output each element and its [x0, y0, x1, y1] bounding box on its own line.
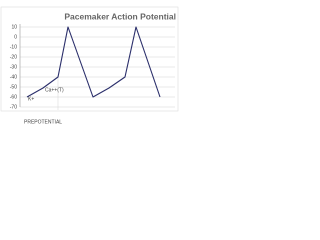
- y-tick-label: -10: [10, 44, 17, 50]
- page: Pacemaker Action Potential PREPOTENTIAL …: [0, 6, 179, 126]
- plot-frame: [0, 6, 179, 112]
- y-tick-label: -60: [10, 94, 17, 100]
- y-tick-label: -70: [10, 104, 17, 110]
- y-tick-label: -50: [10, 84, 17, 90]
- chart: Pacemaker Action Potential PREPOTENTIAL …: [0, 6, 179, 125]
- x-axis-label: PREPOTENTIAL: [24, 119, 62, 125]
- chart-title: Pacemaker Action Potential: [64, 11, 176, 21]
- y-tick-label: -30: [10, 64, 17, 70]
- y-tick-label: -40: [10, 74, 17, 80]
- y-tick-label: 10: [11, 24, 17, 30]
- y-tick-label: 0: [14, 34, 17, 40]
- y-tick-label: -20: [10, 54, 17, 60]
- data-line: [26, 26, 161, 98]
- annotation: Ca++(T): [45, 87, 64, 93]
- annotation: K+: [28, 96, 34, 102]
